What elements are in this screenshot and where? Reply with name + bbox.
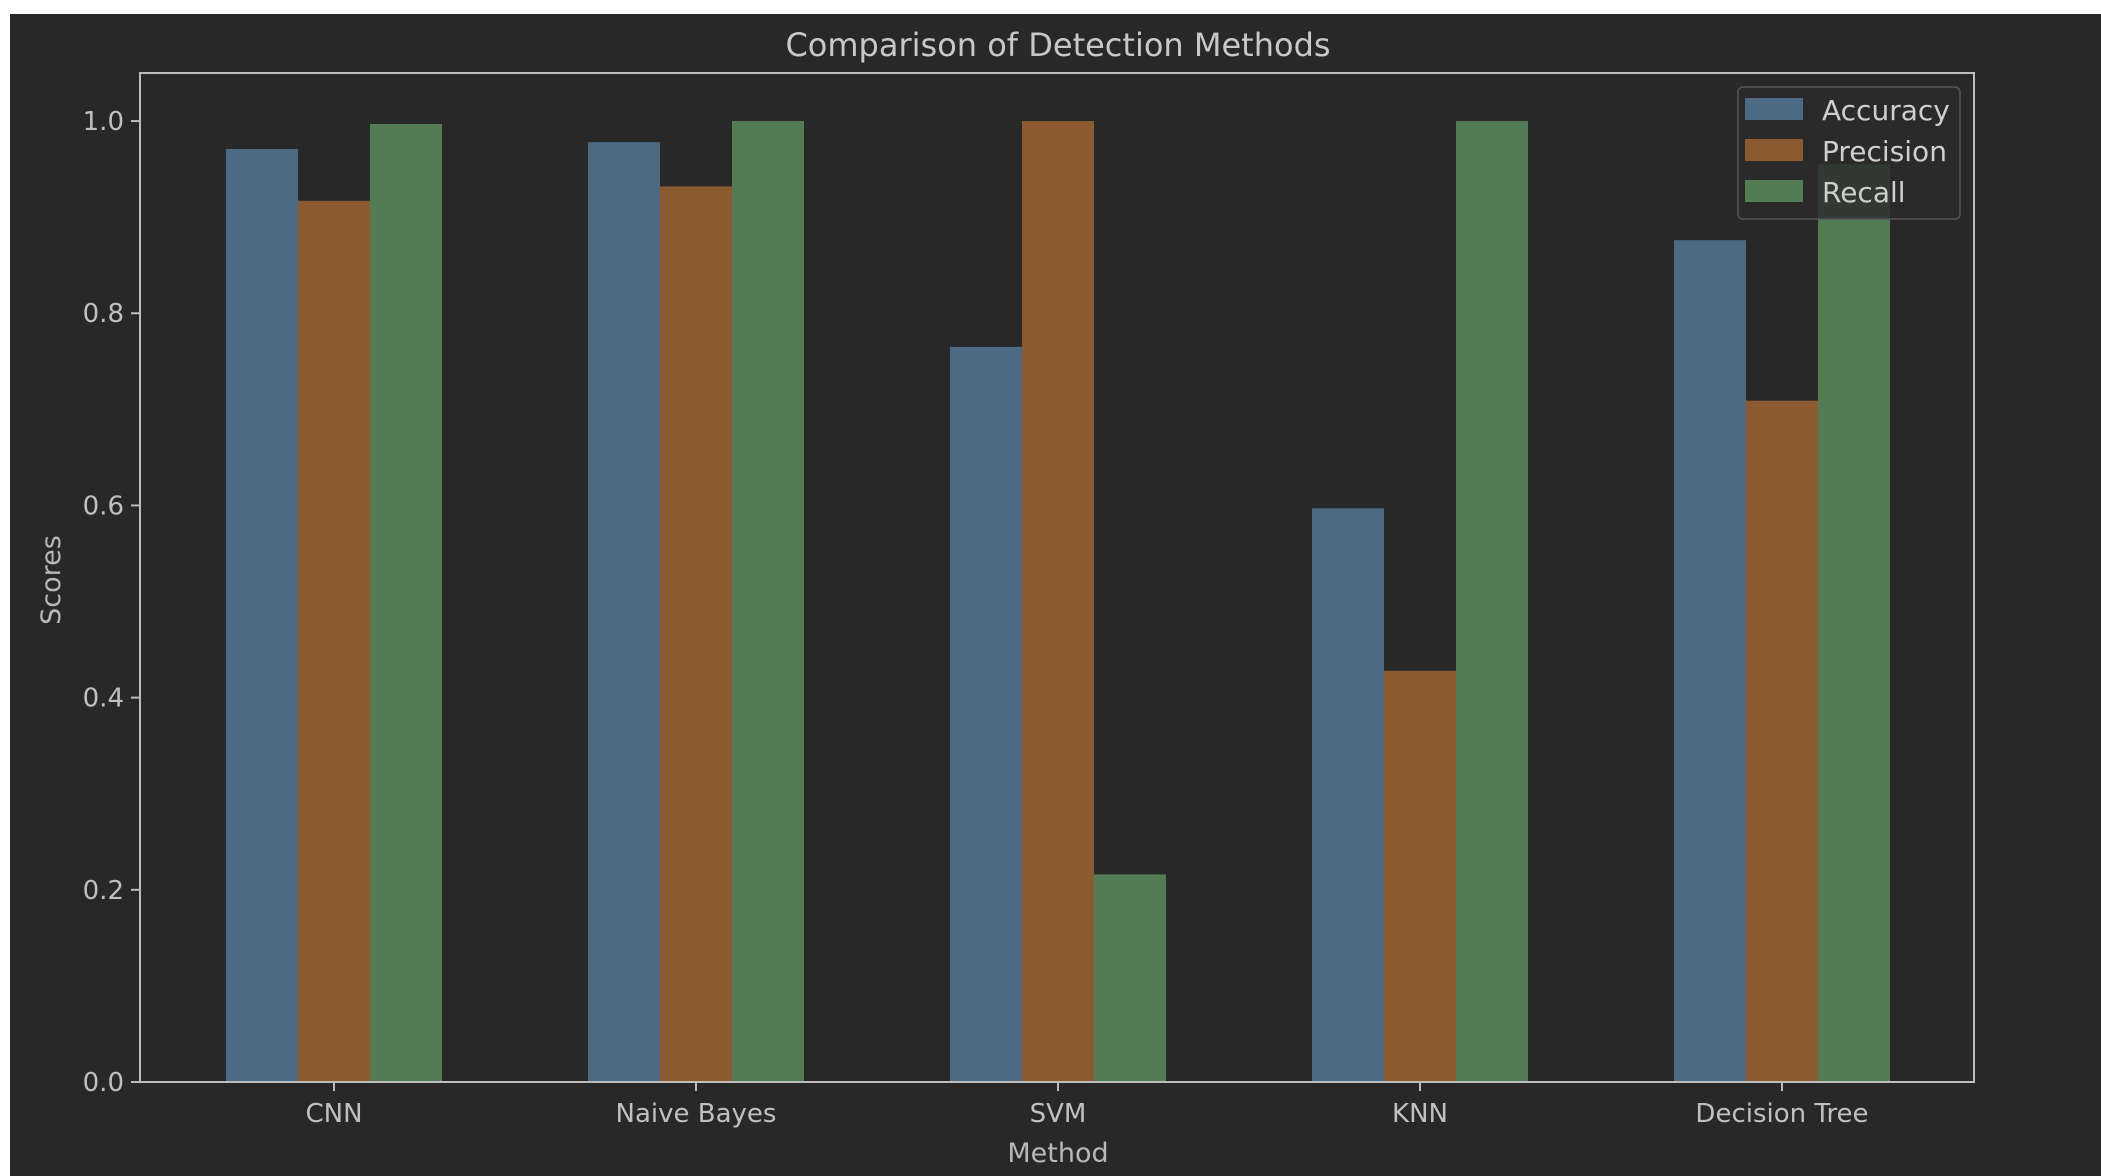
y-tick-label: 0.4	[83, 684, 124, 714]
bar-accuracy-1	[588, 142, 660, 1082]
plot-area	[226, 121, 1890, 1083]
x-axis-label: Method	[1007, 1138, 1108, 1169]
x-tick-label: SVM	[1030, 1099, 1087, 1129]
x-tick-label: Decision Tree	[1695, 1099, 1868, 1129]
y-tick-label: 0.8	[83, 299, 124, 329]
x-tick-label: CNN	[305, 1099, 362, 1129]
bar-accuracy-0	[226, 148, 298, 1083]
bar-precision-4	[1746, 400, 1818, 1082]
y-tick-label: 0.0	[83, 1068, 124, 1098]
legend-swatch-accuracy	[1745, 98, 1803, 120]
bar-accuracy-4	[1674, 240, 1746, 1083]
bar-recall-3	[1456, 121, 1528, 1083]
bar-precision-0	[298, 200, 370, 1083]
x-tick-label: KNN	[1392, 1099, 1448, 1129]
legend-label-accuracy: Accuracy	[1822, 94, 1950, 127]
bar-accuracy-3	[1312, 508, 1384, 1083]
bar-accuracy-2	[950, 346, 1022, 1082]
chart-title: Comparison of Detection Methods	[785, 26, 1330, 64]
legend-swatch-precision	[1745, 139, 1803, 161]
legend-label-precision: Precision	[1822, 135, 1947, 168]
bar-precision-1	[660, 186, 732, 1082]
y-tick-label: 0.6	[83, 491, 124, 521]
y-axis-label: Scores	[36, 535, 67, 625]
x-tick-label: Naive Bayes	[616, 1099, 777, 1129]
legend: Accuracy Precision Recall	[1737, 86, 1961, 220]
bar-precision-2	[1022, 121, 1094, 1083]
x-axis: CNN Naive Bayes SVM KNN Decision Tree	[305, 1082, 1869, 1129]
bar-recall-4	[1818, 164, 1890, 1083]
bar-recall-0	[370, 123, 442, 1082]
bar-recall-2	[1094, 874, 1166, 1082]
bar-precision-3	[1384, 670, 1456, 1082]
legend-swatch-recall	[1745, 180, 1803, 202]
legend-label-recall: Recall	[1822, 176, 1906, 209]
y-tick-label: 0.2	[83, 876, 124, 906]
y-tick-label: 1.0	[83, 107, 124, 137]
y-axis: 0.0 0.2 0.4 0.6 0.8 1.0	[83, 107, 140, 1098]
bar-recall-1	[732, 121, 804, 1083]
